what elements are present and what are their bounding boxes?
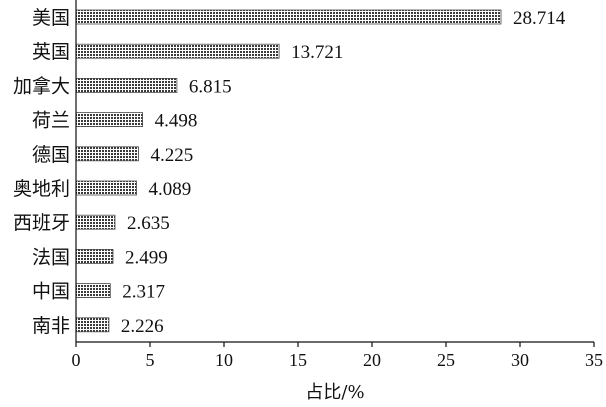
value-label: 4.225 <box>151 145 194 166</box>
value-label: 2.317 <box>122 282 165 303</box>
value-label: 4.089 <box>149 179 192 200</box>
bar <box>75 78 178 93</box>
value-label: 2.635 <box>127 213 170 234</box>
category-label: 美国 <box>32 7 70 29</box>
value-label: 2.226 <box>121 316 164 337</box>
category-label: 西班牙 <box>13 212 70 234</box>
bar <box>75 248 114 264</box>
x-tick-label: 15 <box>289 350 307 370</box>
bar <box>75 214 116 230</box>
bar <box>75 317 110 333</box>
category-label: 奥地利 <box>13 178 70 200</box>
category-label: 中国 <box>32 281 70 303</box>
value-label: 6.815 <box>189 76 232 97</box>
category-label: 法国 <box>32 246 70 268</box>
category-label: 荷兰 <box>32 110 70 132</box>
category-label: 加拿大 <box>13 74 70 97</box>
x-tick-label: 5 <box>146 350 155 370</box>
value-label: 4.498 <box>155 111 198 132</box>
value-label: 28.714 <box>513 8 566 29</box>
value-label: 2.499 <box>125 247 168 268</box>
x-tick-label: 0 <box>72 350 81 370</box>
category-label: 英国 <box>32 41 70 63</box>
x-axis: 0 5 10 15 20 25 30 35 <box>72 0 603 370</box>
value-label: 13.721 <box>291 42 343 63</box>
x-tick-label: 10 <box>215 350 233 370</box>
bar <box>75 43 280 59</box>
x-tick-label: 35 <box>585 350 603 370</box>
bar <box>75 283 111 299</box>
x-axis-title: 占比/% <box>305 382 364 403</box>
category-label: 南非 <box>32 315 70 337</box>
bar <box>75 180 137 196</box>
x-tick-label: 20 <box>363 350 381 370</box>
labels-group: 美国 28.714 英国 13.721 加拿大 6.815 荷兰 4.498 德国 4.225 奥地… <box>13 7 566 337</box>
bar <box>75 112 143 127</box>
x-tick-label: 25 <box>437 350 455 370</box>
bar <box>75 146 139 162</box>
category-label: 德国 <box>32 144 70 166</box>
bar <box>75 9 502 25</box>
x-tick-label: 30 <box>511 350 529 370</box>
